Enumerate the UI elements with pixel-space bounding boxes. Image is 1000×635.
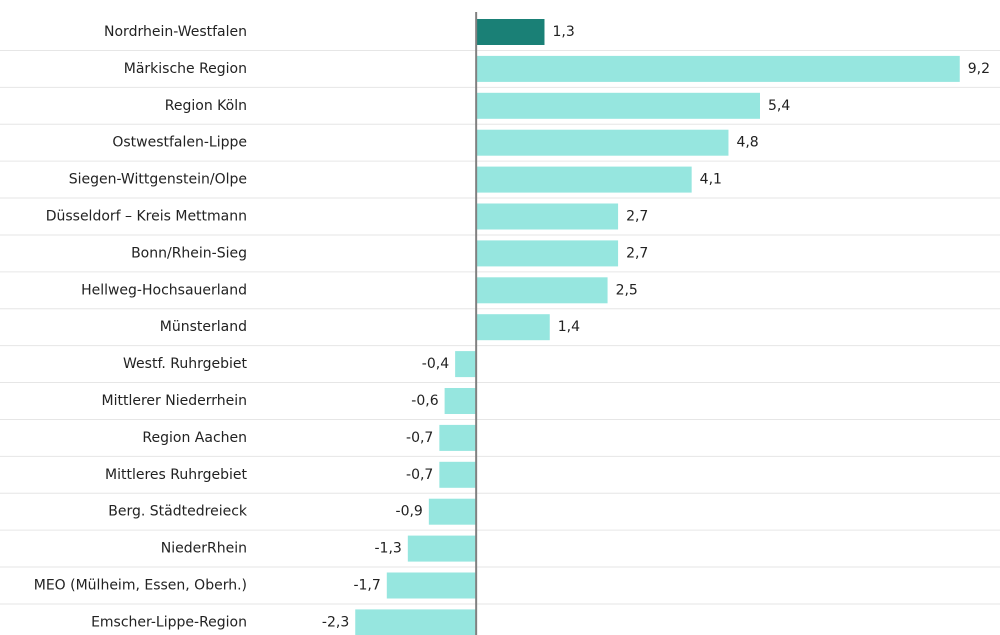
value-label: 1,4 <box>558 319 580 335</box>
bar <box>386 572 477 599</box>
value-label: 9,2 <box>968 61 990 77</box>
value-label: -0,4 <box>422 356 449 372</box>
y-tick-label: Märkische Region <box>124 61 247 77</box>
bar <box>428 498 477 525</box>
value-label: -1,3 <box>374 541 401 557</box>
y-tick-label: Region Köln <box>165 98 247 114</box>
bar <box>476 129 729 156</box>
bar <box>476 166 692 193</box>
y-tick-label: Hellweg-Hochsauerland <box>81 282 247 298</box>
bar <box>407 535 477 562</box>
y-tick-label: Mittlerer Niederrhein <box>102 393 247 409</box>
bar <box>476 277 608 304</box>
bar <box>455 351 477 378</box>
bar <box>444 388 477 414</box>
value-label: 1,3 <box>552 24 574 40</box>
y-tick-label: Bonn/Rhein-Sieg <box>131 245 247 261</box>
bar <box>476 240 619 267</box>
value-label: -0,7 <box>406 430 433 446</box>
value-label: -1,7 <box>353 578 380 594</box>
bar <box>476 314 550 341</box>
bar <box>476 19 545 45</box>
value-label: -2,3 <box>322 614 349 630</box>
y-tick-label: MEO (Mülheim, Essen, Oberh.) <box>34 578 247 594</box>
y-tick-label: Düsseldorf – Kreis Mettmann <box>46 209 247 225</box>
y-tick-label: Siegen-Wittgenstein/Olpe <box>69 172 247 188</box>
y-tick-label: Region Aachen <box>142 430 247 446</box>
value-label: -0,6 <box>411 393 438 409</box>
value-label: 4,1 <box>700 172 722 188</box>
y-tick-label: Westf. Ruhrgebiet <box>123 356 247 372</box>
bar <box>439 461 477 488</box>
bar <box>439 424 477 451</box>
value-label: 4,8 <box>736 135 758 151</box>
y-tick-label: Nordrhein-Westfalen <box>104 24 247 40</box>
y-tick-label: Emscher-Lippe-Region <box>91 614 247 630</box>
value-label: 5,4 <box>768 98 790 114</box>
y-tick-label: NiederRhein <box>161 541 247 557</box>
value-label: -0,7 <box>406 467 433 483</box>
value-label: 2,7 <box>626 245 648 261</box>
value-label: 2,7 <box>626 209 648 225</box>
y-tick-label: Münsterland <box>160 319 247 335</box>
y-tick-label: Ostwestfalen-Lippe <box>112 135 247 151</box>
y-tick-label: Mittleres Ruhrgebiet <box>105 467 248 483</box>
y-tick-label: Berg. Städtedreieck <box>108 504 248 520</box>
bar <box>476 203 619 230</box>
bar <box>476 92 760 119</box>
value-label: -0,9 <box>396 504 423 520</box>
bar <box>476 55 960 82</box>
value-label: 2,5 <box>616 282 638 298</box>
bar <box>355 609 477 635</box>
